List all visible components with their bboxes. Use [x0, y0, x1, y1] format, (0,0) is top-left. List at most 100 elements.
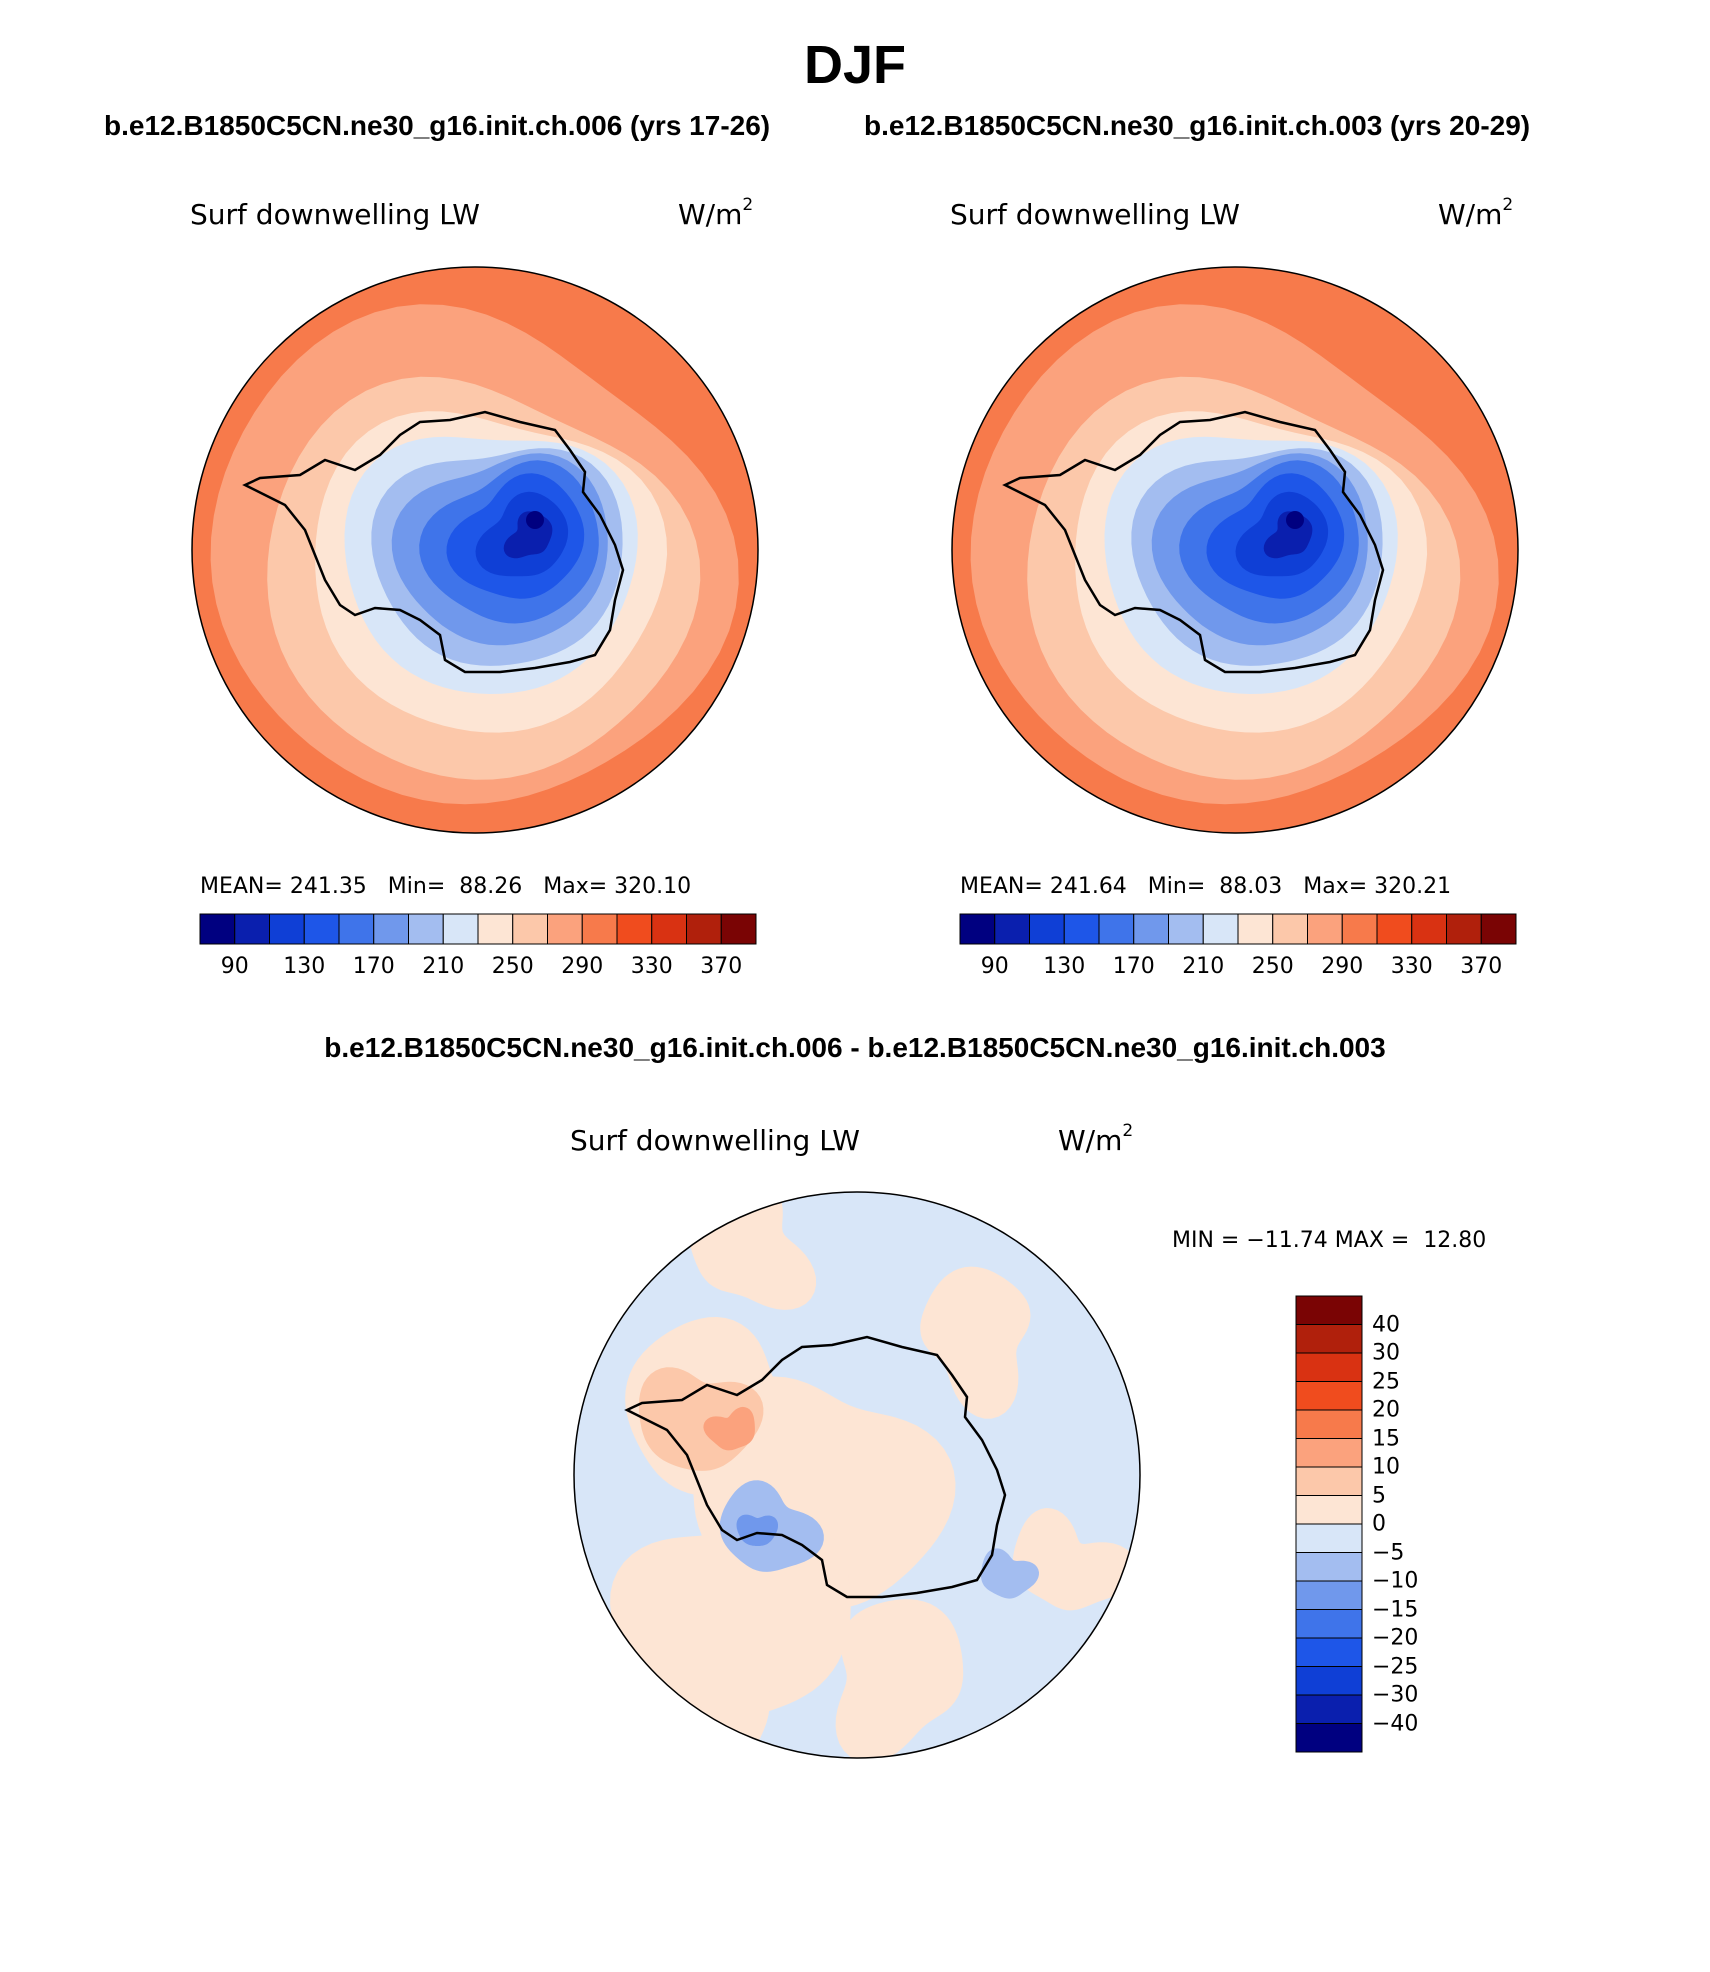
- panel2-units-label: W/m2: [1438, 194, 1514, 231]
- colorbar-swatch: [994, 913, 1030, 945]
- colorbar-tick-label: −5: [1372, 1540, 1405, 1565]
- colorbar-tick-label: −10: [1372, 1568, 1419, 1594]
- colorbar-tick-label: 170: [1112, 954, 1155, 979]
- colorbar-tick-label: 330: [1390, 954, 1433, 979]
- colorbar-swatch: [1295, 1352, 1363, 1382]
- panel1-colorbar-ticks: 90 130 170 210 250 290 330 370: [200, 954, 756, 984]
- colorbar-tick-label: 370: [700, 954, 743, 979]
- colorbar-swatch: [1295, 1295, 1363, 1325]
- colorbar-tick-label: −30: [1372, 1682, 1419, 1708]
- panel2-colorbar: [959, 913, 1517, 945]
- colorbar-tick-label: −20: [1372, 1625, 1419, 1651]
- colorbar-swatch: [720, 913, 757, 945]
- map-boundary: [951, 266, 1519, 834]
- colorbar-swatch: [1295, 1580, 1363, 1610]
- colorbar-swatch: [269, 913, 305, 945]
- field-band-min: [526, 511, 544, 529]
- colorbar-tick-label: 10: [1372, 1454, 1400, 1480]
- colorbar-swatch: [1295, 1723, 1363, 1753]
- panel3-colorbar: [1295, 1295, 1363, 1753]
- colorbar-tick-label: 290: [561, 954, 604, 979]
- colorbar-swatch: [477, 913, 514, 945]
- field-band-10-15: [703, 1406, 755, 1451]
- colorbar-swatch: [651, 913, 687, 945]
- colorbar-tick-label: 15: [1372, 1426, 1400, 1451]
- colorbar-swatch: [234, 913, 270, 945]
- colorbar-swatch: [616, 913, 653, 945]
- colorbar-swatch: [581, 913, 618, 945]
- colorbar-swatch: [1133, 913, 1169, 945]
- colorbar-swatch: [512, 913, 548, 945]
- colorbar-tick-label: 210: [1182, 954, 1225, 979]
- panel3-units-label: W/m2: [1058, 1120, 1134, 1157]
- coastline: [624, 1335, 1007, 1599]
- panel2-polar-map: [951, 266, 1519, 834]
- colorbar-swatch: [686, 913, 722, 945]
- colorbar-tick-label: 30: [1372, 1340, 1400, 1366]
- coastline: [1002, 410, 1385, 674]
- panel1-polar-map: [191, 266, 759, 834]
- colorbar-swatch: [1376, 913, 1413, 945]
- colorbar-swatch: [1307, 913, 1343, 945]
- colorbar-tick-label: 290: [1321, 954, 1364, 979]
- field-band-0-5: [574, 1616, 770, 1758]
- colorbar-swatch: [1295, 1466, 1363, 1496]
- colorbar-swatch: [1295, 1381, 1363, 1411]
- map-boundary: [573, 1191, 1141, 1759]
- panel3-stats: MIN = −11.74 MAX = 12.80: [1172, 1228, 1487, 1253]
- panel3-colorbar-ticks: −40 −30 −25 −20 −15 −10 −5 0 5 10 15 20 25 30 40: [1372, 1296, 1462, 1752]
- colorbar-tick-label: 210: [422, 954, 465, 979]
- colorbar-swatch: [1295, 1438, 1363, 1468]
- field-band-0-5: [835, 1599, 964, 1758]
- colorbar-swatch: [1029, 913, 1065, 945]
- colorbar-tick-label: 40: [1372, 1312, 1400, 1337]
- colorbar-swatch: [547, 913, 583, 945]
- colorbar-tick-label: 130: [1043, 954, 1086, 979]
- colorbar-tick-label: −40: [1372, 1711, 1419, 1736]
- colorbar-tick-label: 170: [352, 954, 395, 979]
- field-band-min: [1286, 511, 1304, 529]
- panel1-stats: MEAN= 241.35 Min= 88.26 Max= 320.10: [200, 874, 692, 899]
- colorbar-swatch: [373, 913, 409, 945]
- colorbar-tick-label: 370: [1460, 954, 1503, 979]
- colorbar-tick-label: 90: [980, 954, 1009, 979]
- colorbar-tick-label: −15: [1372, 1597, 1419, 1622]
- panel2-variable-label: Surf downwelling LW: [950, 198, 1240, 231]
- panel1-units-label: W/m2: [678, 194, 754, 231]
- colorbar-swatch: [1341, 913, 1378, 945]
- panel1-variable-label: Surf downwelling LW: [190, 198, 480, 231]
- colorbar-swatch: [1295, 1609, 1363, 1639]
- colorbar-swatch: [1202, 913, 1239, 945]
- colorbar-swatch: [1272, 913, 1308, 945]
- coastline: [242, 410, 625, 674]
- panel1-colorbar: [199, 913, 757, 945]
- colorbar-tick-label: 250: [491, 954, 534, 979]
- field-band-neg5-10: [980, 1548, 1039, 1599]
- colorbar-swatch: [1295, 1552, 1363, 1582]
- colorbar-swatch: [408, 913, 444, 945]
- colorbar-tick-label: 5: [1372, 1483, 1386, 1508]
- case-title-right: b.e12.B1850C5CN.ne30_g16.init.ch.003 (yr…: [864, 110, 1531, 141]
- colorbar-swatch: [1063, 913, 1100, 945]
- colorbar-swatch: [1295, 1495, 1363, 1525]
- colorbar-swatch: [959, 913, 996, 945]
- colorbar-swatch: [1295, 1637, 1363, 1667]
- diff-title: b.e12.B1850C5CN.ne30_g16.init.ch.006 - b…: [324, 1032, 1386, 1063]
- colorbar-swatch: [442, 913, 479, 945]
- colorbar-tick-label: 250: [1251, 954, 1294, 979]
- colorbar-swatch: [1295, 1324, 1363, 1354]
- colorbar-tick-label: 90: [220, 954, 249, 979]
- colorbar-tick-label: 0: [1372, 1511, 1386, 1537]
- panel3-variable-label: Surf downwelling LW: [570, 1124, 860, 1157]
- panel3-polar-map: [573, 1191, 1141, 1759]
- panel2-colorbar-ticks: 90 130 170 210 250 290 330 370: [960, 954, 1516, 984]
- colorbar-tick-label: −25: [1372, 1654, 1419, 1679]
- colorbar-swatch: [1098, 913, 1135, 945]
- colorbar-swatch: [1295, 1409, 1363, 1439]
- field-band-0-5: [1012, 1508, 1137, 1611]
- colorbar-swatch: [1295, 1523, 1363, 1553]
- colorbar-swatch: [1480, 913, 1517, 945]
- field-band-neg10-15: [736, 1514, 778, 1546]
- colorbar-swatch: [1237, 913, 1274, 945]
- colorbar-swatch: [199, 913, 236, 945]
